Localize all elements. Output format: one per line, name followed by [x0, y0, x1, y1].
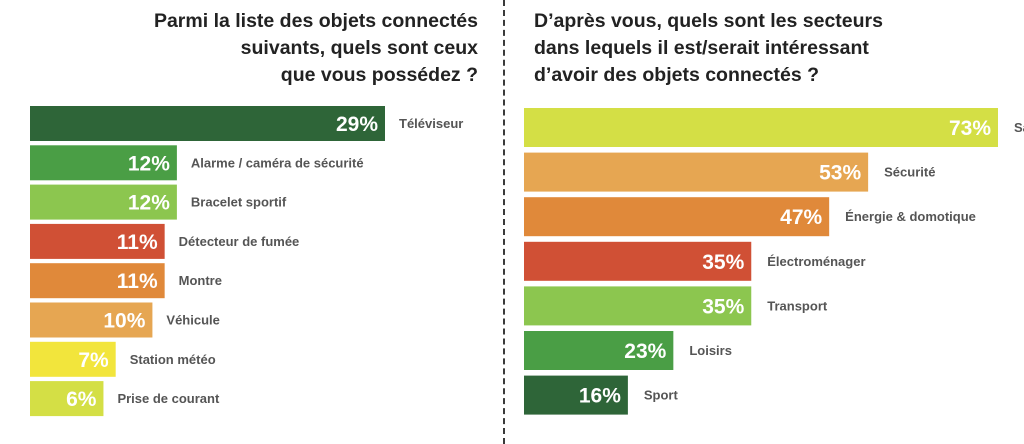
bar [524, 197, 830, 237]
dashed-divider [503, 0, 505, 444]
bar-value-label: 12% [128, 152, 170, 175]
bar-value-label: 47% [780, 206, 822, 229]
bar-category-label: Transport [767, 298, 828, 313]
left-title-line-2: suivants, quels sont ceux [240, 37, 478, 59]
bar-group: 53% Sécurité [524, 152, 935, 192]
bar [524, 241, 752, 281]
left-chart-title: Parmi la liste des objets connectés suiv… [154, 8, 478, 89]
right-chart-title: D’après vous, quels sont les secteurs da… [534, 8, 883, 89]
bar-category-label: Montre [179, 273, 222, 288]
bar-category-label: Véhicule [166, 313, 219, 328]
bar-category-label: Loisirs [689, 343, 732, 358]
bar [524, 152, 869, 192]
bar-group: 23% Loisirs [524, 331, 732, 370]
bar-category-label: Sport [644, 388, 679, 403]
bar-category-label: Santé [1014, 120, 1024, 135]
bar-value-label: 11% [117, 270, 158, 293]
bar-category-label: Sécurité [884, 165, 935, 180]
bar-group: 12% Alarme / caméra de sécurité [30, 145, 364, 181]
left-bar-chart: 29% Téléviseur 12% Alarme / caméra de sécur… [30, 106, 463, 417]
bar-category-label: Station météo [130, 352, 216, 367]
left-title-line-3: que vous possédez ? [280, 64, 478, 86]
bar-value-label: 7% [78, 349, 109, 372]
bar [30, 341, 116, 377]
bar-group: 35% Électroménager [524, 241, 866, 281]
bar-group: 16% Sport [524, 375, 679, 415]
bar [30, 381, 104, 417]
right-title-line-3: d’avoir des objets connectés ? [534, 64, 819, 86]
left-chart-panel: Parmi la liste des objets connectés suiv… [0, 0, 500, 444]
bar [30, 145, 177, 181]
bar [30, 302, 153, 338]
bar-group: 11% Détecteur de fumée [30, 223, 300, 259]
bar-group: 29% Téléviseur [30, 106, 463, 141]
bar [30, 223, 165, 259]
bar-value-label: 6% [66, 388, 97, 411]
bar [524, 331, 674, 370]
bar-group: 7% Station météo [30, 341, 216, 377]
bar-value-label: 73% [949, 117, 991, 140]
bar-value-label: 35% [702, 295, 744, 318]
right-title-line-1: D’après vous, quels sont les secteurs [534, 10, 883, 32]
bar [30, 263, 165, 299]
right-title-line-2: dans lequels il est/serait intéressant [534, 37, 869, 59]
bar-value-label: 23% [624, 340, 666, 363]
bar-value-label: 35% [702, 251, 744, 274]
bar-category-label: Détecteur de fumée [179, 234, 300, 249]
bar-value-label: 16% [579, 385, 621, 408]
bar-group: 35% Transport [524, 286, 828, 326]
bar-category-label: Téléviseur [399, 116, 463, 131]
bar-group: 11% Montre [30, 263, 222, 299]
bar-group: 73% Santé [524, 108, 1024, 147]
right-bar-chart: 73% Santé 53% Sécurité 47% Énergie & domotiqu… [524, 108, 1024, 415]
bar-group: 6% Prise de courant [30, 381, 220, 417]
bar [524, 286, 752, 326]
bar [30, 106, 385, 141]
bar-group: 12% Bracelet sportif [30, 184, 287, 220]
bar-category-label: Électroménager [767, 254, 865, 269]
bar [524, 375, 628, 415]
bar-value-label: 12% [128, 192, 170, 215]
left-title-line-1: Parmi la liste des objets connectés [153, 10, 478, 32]
bar-category-label: Bracelet sportif [191, 195, 287, 210]
bar-value-label: 11% [117, 231, 158, 254]
bar-group: 47% Énergie & domotique [524, 197, 976, 237]
bar-category-label: Prise de courant [117, 391, 220, 406]
bar-value-label: 53% [819, 162, 861, 185]
bar-group: 10% Véhicule [30, 302, 220, 338]
right-chart-panel: D’après vous, quels sont les secteurs da… [510, 0, 1024, 444]
bar [524, 108, 998, 147]
bar-category-label: Alarme / caméra de sécurité [191, 155, 364, 170]
bar [30, 184, 177, 220]
bar-value-label: 10% [103, 310, 145, 333]
bar-value-label: 29% [336, 113, 378, 136]
bar-category-label: Énergie & domotique [845, 209, 976, 224]
